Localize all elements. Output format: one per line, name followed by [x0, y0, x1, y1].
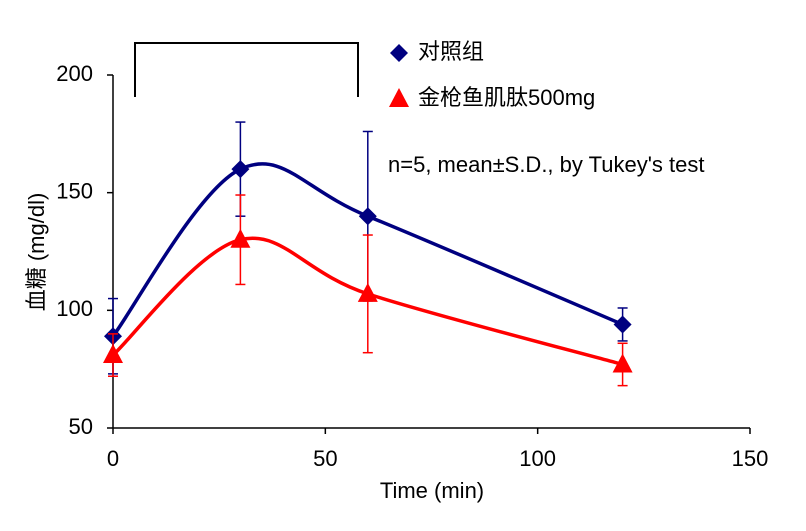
x-tick-label: 50: [313, 446, 337, 471]
data-point: [357, 282, 378, 302]
legend-label: 对照组: [418, 39, 484, 64]
data-point: [230, 228, 251, 248]
data-point: [358, 207, 377, 226]
y-tick-label: 200: [56, 61, 93, 86]
series-line: [111, 236, 624, 367]
y-axis-label: 血糖 (mg/dl): [24, 193, 49, 312]
annotation: n=5, mean±S.D., by Tukey's test: [388, 152, 704, 177]
y-tick-label: 150: [56, 178, 93, 203]
legend-marker: [390, 44, 408, 62]
significance-bracket: [134, 42, 359, 97]
y-tick-label: 100: [56, 296, 93, 321]
data-point: [612, 353, 633, 373]
x-tick-label: 100: [519, 446, 556, 471]
y-tick-label: 50: [69, 414, 93, 439]
data-point: [103, 344, 123, 364]
legend-label: 金枪鱼肌肽500mg: [418, 85, 595, 110]
x-tick-label: 150: [732, 446, 769, 471]
x-axis-label: Time (min): [380, 478, 484, 503]
series-line: [111, 162, 624, 338]
legend-marker: [389, 88, 409, 107]
data-point: [231, 160, 250, 179]
data-point: [613, 315, 632, 334]
x-tick-label: 0: [107, 446, 119, 471]
